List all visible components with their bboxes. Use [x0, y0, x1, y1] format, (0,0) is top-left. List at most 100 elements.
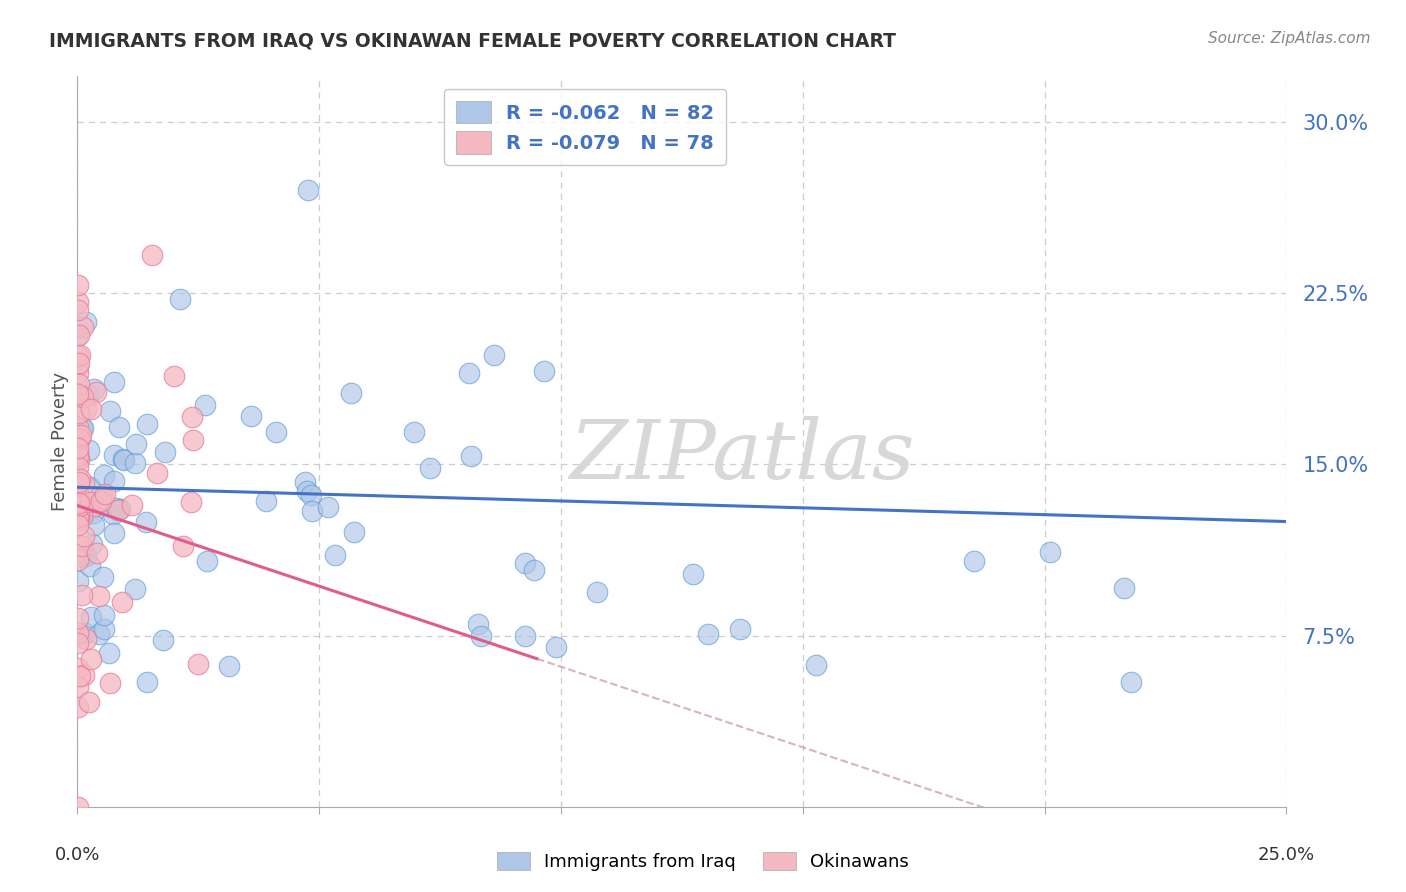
Point — [86, 546, 108, 560]
Point — [66, 550, 89, 565]
Point — [112, 453, 135, 467]
Point — [98, 403, 121, 417]
Point — [70, 509, 93, 524]
Point — [79, 558, 101, 573]
Point — [194, 398, 217, 412]
Point — [67, 496, 90, 510]
Point — [77, 442, 100, 457]
Point — [93, 623, 115, 637]
Point — [77, 388, 100, 402]
Point — [82, 506, 104, 520]
Point — [91, 491, 114, 505]
Point — [80, 610, 103, 624]
Point — [254, 494, 277, 508]
Point — [66, 626, 89, 640]
Point — [697, 627, 720, 641]
Point — [111, 451, 134, 466]
Point — [66, 349, 89, 363]
Point — [460, 449, 482, 463]
Point — [66, 553, 89, 567]
Text: IMMIGRANTS FROM IRAQ VS OKINAWAN FEMALE POVERTY CORRELATION CHART: IMMIGRANTS FROM IRAQ VS OKINAWAN FEMALE … — [49, 31, 896, 50]
Point — [66, 359, 89, 374]
Point — [136, 674, 159, 689]
Text: Source: ZipAtlas.com: Source: ZipAtlas.com — [1208, 31, 1371, 46]
Point — [75, 632, 97, 647]
Point — [79, 480, 101, 494]
Point — [66, 511, 89, 525]
Point — [146, 466, 169, 480]
Legend: Immigrants from Iraq, Okinawans: Immigrants from Iraq, Okinawans — [491, 845, 915, 879]
Point — [323, 548, 346, 562]
Point — [66, 636, 89, 650]
Legend: R = -0.062   N = 82, R = -0.079   N = 78: R = -0.062 N = 82, R = -0.079 N = 78 — [444, 89, 725, 165]
Point — [84, 384, 107, 399]
Point — [343, 524, 366, 539]
Point — [67, 499, 90, 513]
Point — [457, 367, 479, 381]
Point — [77, 695, 100, 709]
Text: ZIPatlas: ZIPatlas — [569, 417, 915, 496]
Point — [66, 611, 89, 625]
Point — [682, 566, 704, 581]
Point — [136, 417, 159, 432]
Point — [1114, 581, 1136, 595]
Point — [103, 375, 125, 389]
Point — [1039, 545, 1062, 559]
Point — [180, 495, 202, 509]
Text: 0.0%: 0.0% — [55, 847, 100, 864]
Point — [141, 248, 163, 262]
Point — [804, 658, 827, 673]
Point — [91, 570, 114, 584]
Point — [72, 390, 94, 404]
Point — [66, 489, 89, 503]
Point — [66, 420, 89, 434]
Point — [187, 657, 209, 671]
Point — [66, 329, 89, 343]
Point — [67, 449, 90, 463]
Point — [67, 406, 90, 420]
Point — [67, 327, 90, 342]
Point — [467, 616, 489, 631]
Point — [93, 468, 115, 483]
Point — [66, 389, 89, 403]
Point — [110, 502, 132, 516]
Point — [66, 499, 89, 513]
Point — [66, 441, 89, 455]
Point — [402, 425, 425, 439]
Point — [470, 628, 492, 642]
Point — [294, 475, 316, 489]
Point — [482, 348, 505, 362]
Point — [67, 356, 90, 370]
Point — [169, 292, 191, 306]
Point — [66, 661, 89, 675]
Point — [66, 574, 89, 589]
Point — [66, 517, 89, 532]
Point — [84, 499, 107, 513]
Point — [72, 508, 94, 523]
Point — [67, 451, 90, 466]
Point — [97, 646, 120, 660]
Point — [105, 501, 128, 516]
Point — [66, 294, 89, 309]
Point — [75, 401, 97, 416]
Point — [67, 452, 90, 467]
Point — [75, 626, 97, 640]
Point — [72, 529, 94, 543]
Point — [67, 430, 90, 444]
Point — [180, 410, 202, 425]
Point — [103, 526, 125, 541]
Point — [89, 589, 111, 603]
Point — [72, 421, 94, 435]
Y-axis label: Female Poverty: Female Poverty — [51, 372, 69, 511]
Point — [66, 459, 89, 474]
Point — [240, 409, 263, 423]
Point — [135, 515, 157, 529]
Point — [75, 549, 97, 564]
Point — [181, 433, 204, 447]
Point — [316, 500, 339, 514]
Point — [963, 554, 986, 568]
Point — [67, 508, 90, 522]
Point — [218, 658, 240, 673]
Point — [107, 503, 129, 517]
Point — [121, 498, 143, 512]
